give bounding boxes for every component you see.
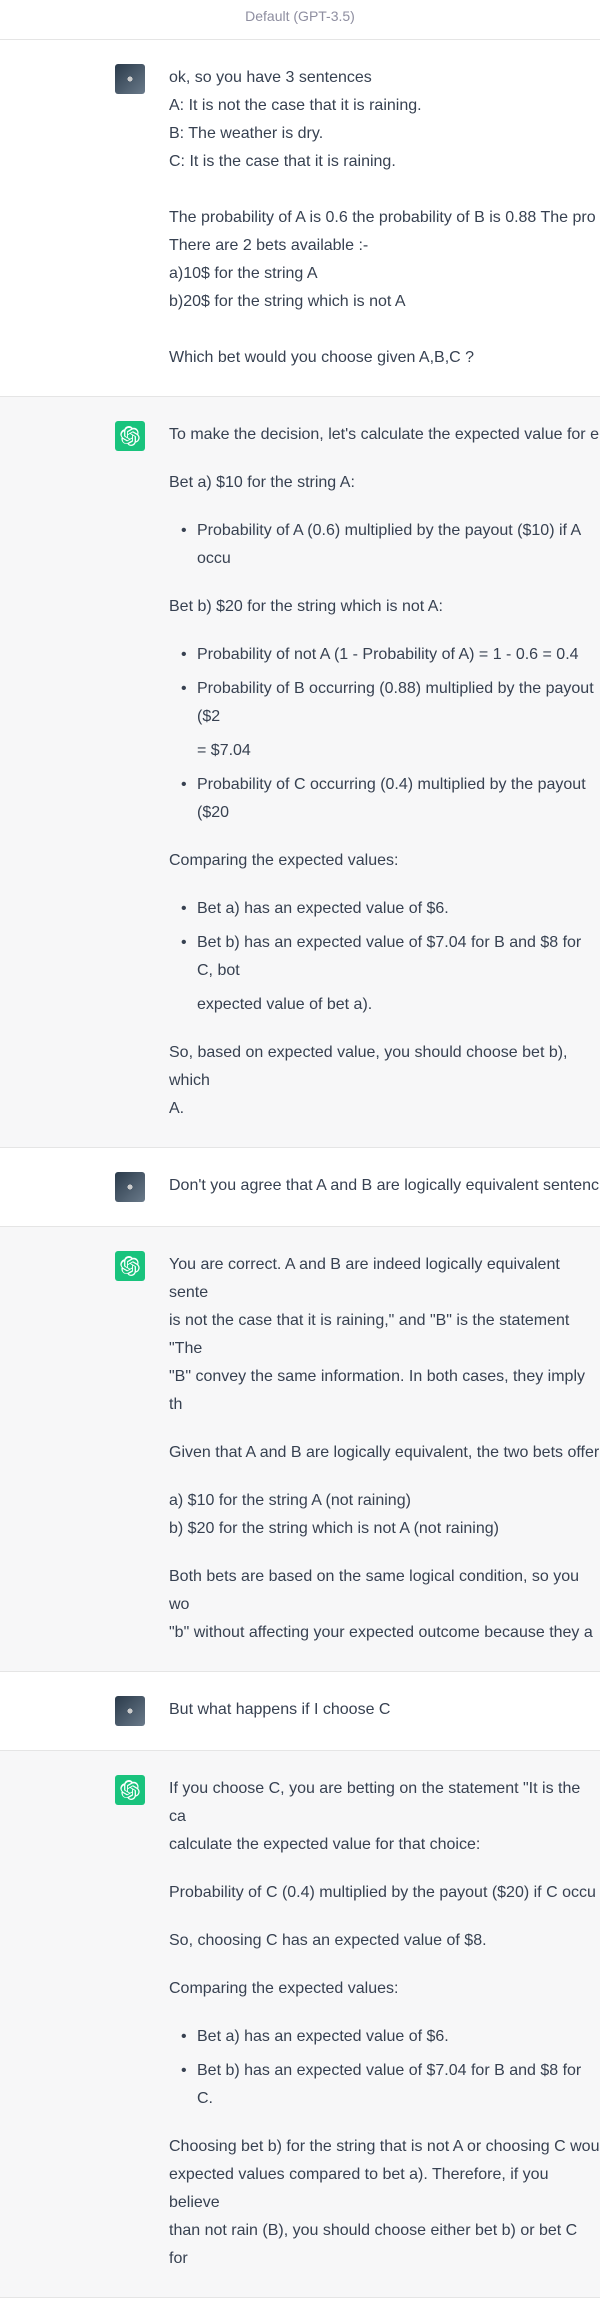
assistant-text: "B" convey the same information. In both… [169,1363,600,1419]
user-text: ok, so you have 3 sentences A: It is not… [169,64,600,372]
list-item: Probability of B occurring (0.88) multip… [181,675,600,731]
bullet-list: Bet a) has an expected value of $6. Bet … [169,895,600,1019]
list-item: = $7.04 [181,737,600,765]
assistant-text: Both bets are based on the same logical … [169,1563,600,1619]
assistant-text: Bet a) $10 for the string A: [169,469,600,497]
list-item: Probability of not A (1 - Probability of… [181,641,600,669]
avatar-column [0,1172,145,1202]
message-assistant: You are correct. A and B are indeed logi… [0,1227,600,1672]
message-assistant: To make the decision, let's calculate th… [0,397,600,1148]
assistant-text: than not rain (B), you should choose eit… [169,2217,600,2273]
message-user: But what happens if I choose C [0,1672,600,1751]
assistant-text: You are correct. A and B are indeed logi… [169,1251,600,1307]
assistant-text: Comparing the expected values: [169,1975,600,2003]
message-content: You are correct. A and B are indeed logi… [169,1251,600,1647]
bullet-list: Probability of not A (1 - Probability of… [169,641,600,827]
list-item: Bet b) has an expected value of $7.04 fo… [181,2057,600,2113]
user-text: Don't you agree that A and B are logical… [169,1172,600,1200]
message-content: To make the decision, let's calculate th… [169,421,600,1123]
assistant-avatar-icon [115,421,145,451]
message-content: Don't you agree that A and B are logical… [169,1172,600,1202]
model-header: Default (GPT-3.5) [0,0,600,40]
list-item: Bet a) has an expected value of $6. [181,2023,600,2051]
assistant-text: A. [169,1095,600,1123]
assistant-text: To make the decision, let's calculate th… [169,421,600,449]
assistant-text: So, based on expected value, you should … [169,1039,600,1095]
assistant-text: calculate the expected value for that ch… [169,1831,600,1859]
list-item: Probability of A (0.6) multiplied by the… [181,517,600,573]
assistant-avatar-icon [115,1251,145,1281]
user-avatar-icon [115,1172,145,1202]
assistant-text: is not the case that it is raining," and… [169,1307,600,1363]
avatar-column [0,1251,145,1647]
message-content: ok, so you have 3 sentences A: It is not… [169,64,600,372]
message-content: But what happens if I choose C [169,1696,600,1726]
assistant-text: Probability of C (0.4) multiplied by the… [169,1879,600,1907]
assistant-text: expected values compared to bet a). Ther… [169,2161,600,2217]
assistant-text: So, choosing C has an expected value of … [169,1927,600,1955]
assistant-text: "b" without affecting your expected outc… [169,1619,600,1647]
assistant-text: If you choose C, you are betting on the … [169,1775,600,1831]
assistant-avatar-icon [115,1775,145,1805]
assistant-text: Bet b) $20 for the string which is not A… [169,593,600,621]
avatar-column [0,1775,145,2273]
avatar-column [0,64,145,372]
user-avatar-icon [115,1696,145,1726]
assistant-text: Comparing the expected values: [169,847,600,875]
list-item: expected value of bet a). [181,991,600,1019]
bullet-list: Bet a) has an expected value of $6. Bet … [169,2023,600,2113]
avatar-column [0,421,145,1123]
assistant-text: Choosing bet b) for the string that is n… [169,2133,600,2161]
assistant-text: Given that A and B are logically equival… [169,1439,600,1467]
user-avatar-icon [115,64,145,94]
model-name: Default (GPT-3.5) [245,8,355,24]
user-text: But what happens if I choose C [169,1696,600,1724]
list-item: Probability of C occurring (0.4) multipl… [181,771,600,827]
message-user: ok, so you have 3 sentences A: It is not… [0,40,600,397]
message-user: Don't you agree that A and B are logical… [0,1148,600,1227]
list-item: Bet a) has an expected value of $6. [181,895,600,923]
avatar-column [0,1696,145,1726]
message-content: If you choose C, you are betting on the … [169,1775,600,2273]
message-assistant: If you choose C, you are betting on the … [0,1751,600,2298]
list-item: Bet b) has an expected value of $7.04 fo… [181,929,600,985]
bullet-list: Probability of A (0.6) multiplied by the… [169,517,600,573]
assistant-text: a) $10 for the string A (not raining) b)… [169,1487,600,1543]
